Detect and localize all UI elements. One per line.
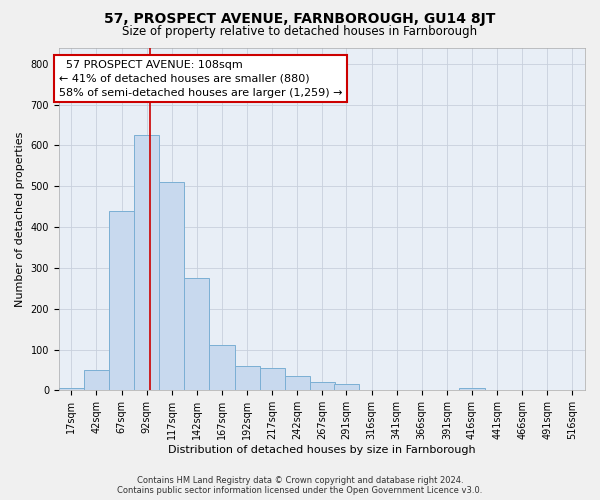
X-axis label: Distribution of detached houses by size in Farnborough: Distribution of detached houses by size … xyxy=(168,445,476,455)
Text: Size of property relative to detached houses in Farnborough: Size of property relative to detached ho… xyxy=(122,25,478,38)
Bar xyxy=(310,382,335,390)
Bar xyxy=(285,376,310,390)
Bar xyxy=(134,136,159,390)
Bar xyxy=(209,346,235,391)
Y-axis label: Number of detached properties: Number of detached properties xyxy=(15,131,25,306)
Bar xyxy=(260,368,285,390)
Bar xyxy=(184,278,209,390)
Bar xyxy=(109,211,134,390)
Text: 57 PROSPECT AVENUE: 108sqm
← 41% of detached houses are smaller (880)
58% of sem: 57 PROSPECT AVENUE: 108sqm ← 41% of deta… xyxy=(59,60,342,98)
Bar xyxy=(159,182,184,390)
Bar xyxy=(235,366,260,390)
Bar xyxy=(460,388,485,390)
Bar xyxy=(334,384,359,390)
Text: 57, PROSPECT AVENUE, FARNBOROUGH, GU14 8JT: 57, PROSPECT AVENUE, FARNBOROUGH, GU14 8… xyxy=(104,12,496,26)
Bar xyxy=(84,370,109,390)
Text: Contains HM Land Registry data © Crown copyright and database right 2024.
Contai: Contains HM Land Registry data © Crown c… xyxy=(118,476,482,495)
Bar xyxy=(59,388,84,390)
